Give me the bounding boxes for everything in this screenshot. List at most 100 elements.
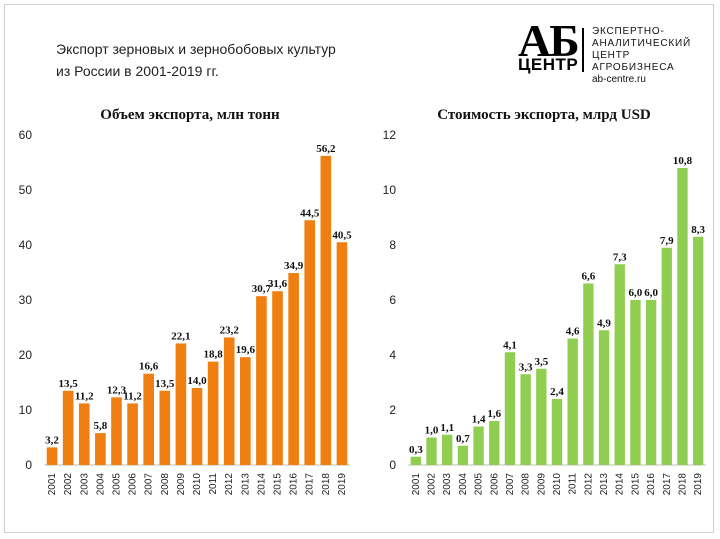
- data-label: 16,6: [139, 361, 159, 373]
- x-tick-label: 2016: [646, 473, 657, 496]
- x-tick-label: 2011: [208, 473, 219, 495]
- chart-title: Стоимость экспорта, млрд USD: [437, 107, 651, 123]
- bar: [489, 421, 500, 465]
- data-label: 34,9: [284, 260, 304, 272]
- logo-mark-sub: ЦЕНТР: [518, 55, 579, 74]
- bar: [272, 291, 283, 465]
- data-label: 44,5: [300, 207, 320, 219]
- x-tick-label: 2013: [240, 473, 251, 496]
- bar: [410, 456, 422, 465]
- logo-text-line: АНАЛИТИЧЕСКИЙ: [592, 38, 691, 49]
- bar: [692, 236, 704, 465]
- x-tick-label: 2009: [536, 473, 547, 496]
- logo-mark: АБ: [518, 15, 580, 66]
- data-label: 11,2: [75, 390, 94, 402]
- data-label: 11,2: [123, 390, 142, 402]
- slide-frame: [4, 4, 714, 533]
- x-tick-label: 2016: [289, 473, 300, 496]
- x-tick-label: 2001: [47, 473, 58, 496]
- logo-text-line: АГРОБИЗНЕСА: [592, 62, 675, 73]
- data-label: 3,3: [519, 361, 533, 373]
- x-tick-label: 2006: [489, 473, 500, 496]
- data-label: 6,6: [581, 271, 595, 283]
- x-tick-label: 2017: [662, 473, 673, 496]
- data-label: 10,8: [673, 155, 693, 167]
- y-tick-label: 30: [19, 293, 33, 307]
- x-tick-label: 2010: [552, 473, 563, 496]
- bar: [207, 361, 219, 465]
- data-label: 6,0: [629, 287, 643, 299]
- x-tick-label: 2001: [411, 473, 422, 496]
- data-label: 23,2: [220, 324, 240, 336]
- bar: [191, 388, 203, 465]
- data-label: 31,6: [268, 278, 288, 290]
- x-tick-label: 2013: [599, 473, 610, 496]
- y-tick-label: 10: [19, 403, 33, 417]
- x-tick-label: 2008: [160, 473, 171, 496]
- logo-url: ab-centre.ru: [592, 74, 646, 85]
- logo-text-line: ЦЕНТР: [592, 50, 631, 61]
- y-tick-label: 6: [389, 293, 396, 307]
- x-tick-label: 2019: [337, 473, 348, 496]
- y-tick-label: 50: [19, 183, 33, 197]
- bar: [78, 403, 90, 465]
- data-label: 1,4: [472, 414, 486, 426]
- data-label: 13,5: [155, 378, 175, 390]
- bar: [336, 242, 348, 465]
- x-tick-label: 2003: [79, 473, 90, 496]
- bar: [240, 357, 251, 465]
- logo-text-line: ЭКСПЕРТНО-: [592, 26, 665, 37]
- x-tick-label: 2009: [176, 473, 187, 496]
- data-label: 1,0: [425, 425, 439, 437]
- data-label: 4,1: [503, 339, 517, 351]
- x-tick-label: 2011: [568, 473, 579, 495]
- bar: [473, 426, 484, 465]
- bar: [95, 433, 106, 465]
- x-tick-label: 2018: [321, 473, 332, 496]
- data-label: 19,6: [236, 344, 256, 356]
- bar: [567, 338, 578, 465]
- x-tick-label: 2012: [224, 473, 235, 496]
- y-tick-label: 4: [389, 348, 396, 362]
- y-tick-label: 2: [389, 403, 396, 417]
- y-tick-label: 10: [383, 183, 397, 197]
- chart-2: Стоимость экспорта, млрд USD 0 2 4 6 8 10 12 0,3…: [383, 107, 706, 495]
- x-tick-label: 2002: [63, 473, 74, 496]
- y-tick-label: 0: [389, 458, 396, 472]
- data-label: 0,3: [409, 444, 423, 456]
- bar: [111, 397, 122, 465]
- bar: [598, 330, 610, 465]
- y-tick-label: 20: [19, 348, 33, 362]
- y-tick-label: 0: [25, 458, 32, 472]
- bar: [304, 220, 316, 465]
- bar: [288, 273, 299, 465]
- data-label: 1,6: [487, 408, 501, 420]
- logo: АБ ЦЕНТР ЭКСПЕРТНО- АНАЛИТИЧЕСКИЙ ЦЕНТР …: [514, 18, 714, 86]
- bar: [62, 390, 74, 465]
- bar: [46, 447, 58, 465]
- bar: [583, 283, 594, 465]
- data-label: 12,3: [107, 384, 127, 396]
- data-label: 0,7: [456, 433, 470, 445]
- bar: [645, 300, 657, 465]
- data-label: 1,1: [440, 422, 454, 434]
- bar: [677, 168, 688, 465]
- data-label: 7,9: [660, 235, 674, 247]
- title-line-1: Экспорт зерновых и зернобобовых культур: [56, 41, 336, 57]
- x-tick-label: 2007: [144, 473, 155, 496]
- data-label: 7,3: [613, 251, 627, 263]
- data-label: 13,5: [59, 378, 79, 390]
- y-tick-label: 60: [19, 128, 33, 142]
- bar: [127, 403, 138, 465]
- y-tick-label: 8: [389, 238, 396, 252]
- data-label: 5,8: [93, 420, 107, 432]
- title-line-2: из России в 2001-2019 гг.: [56, 63, 219, 79]
- data-label: 14,0: [187, 375, 207, 387]
- logo-divider: [582, 28, 584, 72]
- x-tick-label: 2017: [305, 473, 316, 496]
- data-label: 3,5: [534, 356, 548, 368]
- data-label: 18,8: [203, 349, 223, 361]
- bar: [256, 296, 267, 465]
- bar: [442, 434, 453, 465]
- bar: [320, 155, 332, 465]
